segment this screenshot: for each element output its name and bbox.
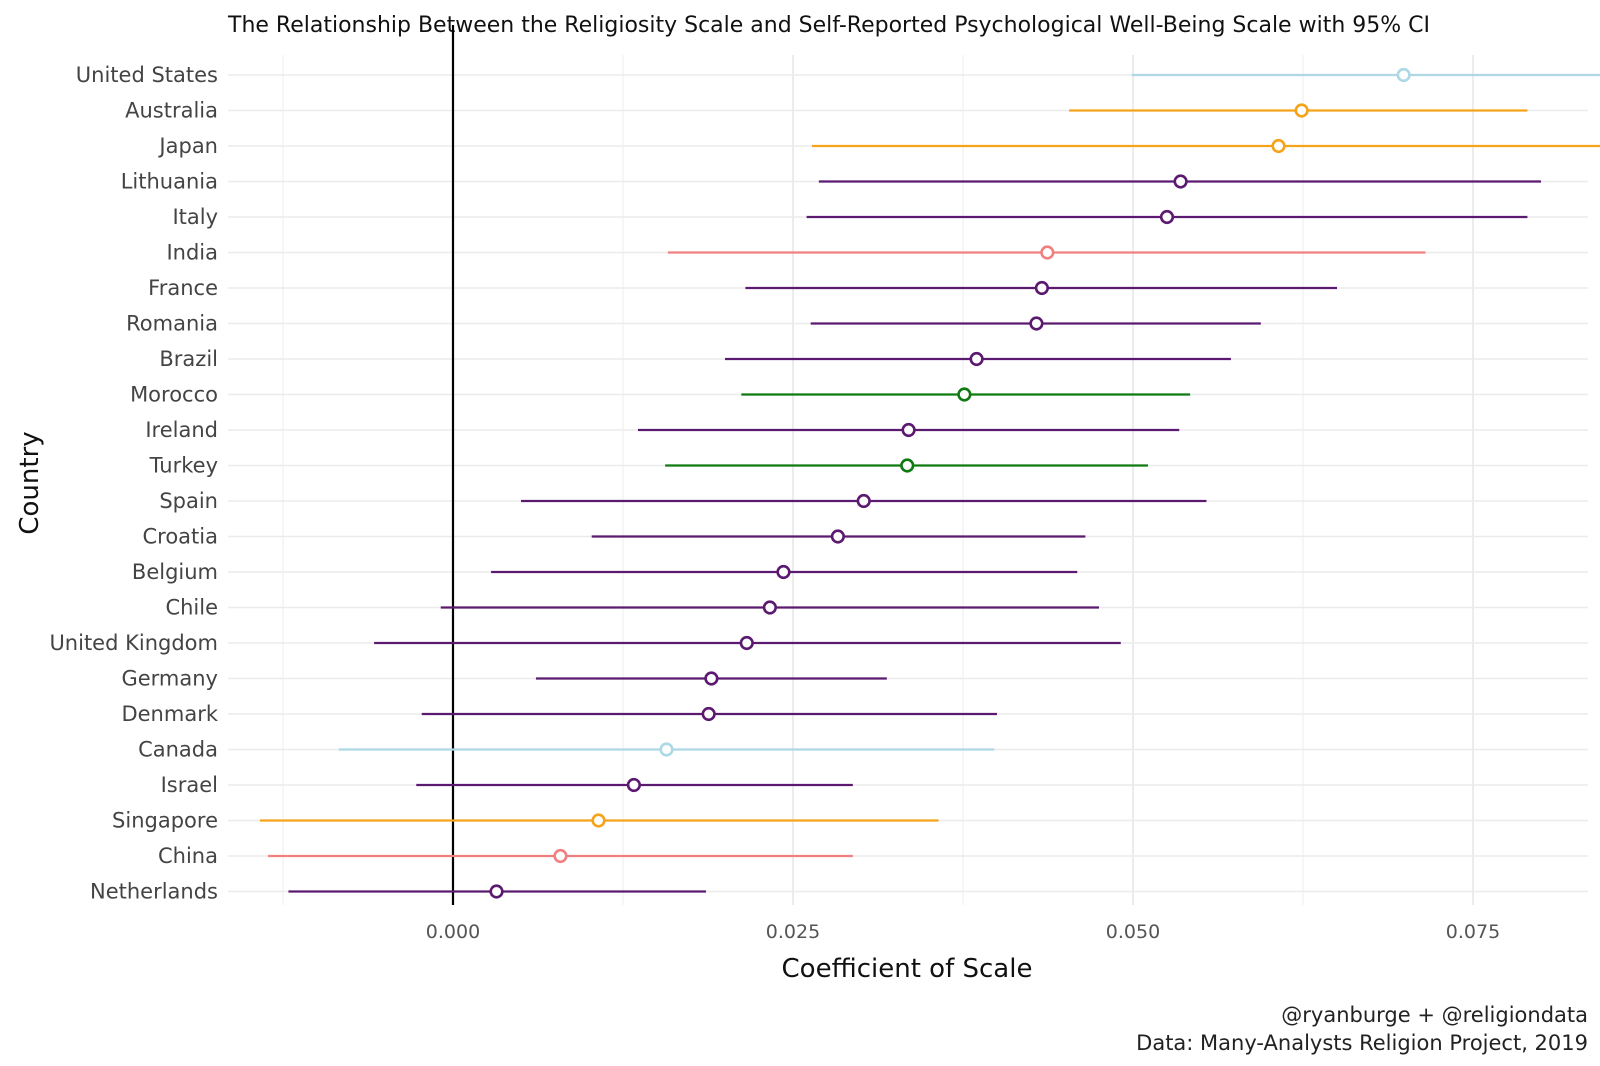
minor-gridlines bbox=[282, 55, 1304, 905]
country-label: United Kingdom bbox=[49, 631, 218, 655]
estimate-point bbox=[626, 777, 641, 793]
estimate-point bbox=[762, 600, 777, 615]
country-label: India bbox=[166, 241, 218, 265]
estimate-point bbox=[901, 422, 916, 438]
caption-credit: @ryanburge + @religiondata bbox=[1281, 1003, 1588, 1027]
estimate-point bbox=[591, 813, 606, 828]
country-label: Belgium bbox=[132, 560, 218, 584]
estimate-point bbox=[553, 848, 568, 864]
estimate-point bbox=[1029, 316, 1044, 331]
y-axis-title: Country bbox=[15, 431, 45, 534]
country-label: Morocco bbox=[130, 383, 218, 407]
x-tick-label: 0.000 bbox=[426, 921, 480, 943]
estimate-point bbox=[776, 564, 791, 580]
country-label: Romania bbox=[126, 312, 218, 336]
confidence-intervals bbox=[259, 73, 1600, 893]
x-tick-label: 0.075 bbox=[1446, 921, 1500, 943]
estimate-point bbox=[489, 884, 504, 899]
y-gridlines bbox=[228, 74, 1588, 893]
country-label: United States bbox=[76, 63, 218, 87]
estimate-point bbox=[1173, 174, 1188, 189]
estimate-point bbox=[1159, 209, 1175, 225]
estimate-point bbox=[856, 493, 871, 509]
country-label: Canada bbox=[138, 738, 218, 762]
country-labels: United States Australia Japan Lithuania Ital… bbox=[49, 63, 218, 904]
country-label: France bbox=[148, 276, 218, 300]
country-label: Denmark bbox=[121, 702, 218, 726]
estimate-point bbox=[830, 529, 845, 544]
country-label: Italy bbox=[172, 205, 218, 229]
country-label: Turkey bbox=[149, 454, 218, 478]
country-label: Chile bbox=[165, 596, 218, 620]
x-axis-title: Coefficient of Scale bbox=[782, 954, 1033, 984]
country-label: Germany bbox=[121, 667, 218, 691]
estimate-point bbox=[900, 458, 915, 473]
estimate-point bbox=[969, 351, 984, 367]
estimate-point bbox=[701, 706, 716, 722]
caption-source: Data: Many-Analysts Religion Project, 20… bbox=[1136, 1031, 1588, 1055]
country-label: Israel bbox=[161, 773, 218, 797]
x-tick-labels: 0.000 0.025 0.050 0.075 bbox=[426, 921, 1500, 943]
estimate-point bbox=[704, 671, 719, 686]
estimate-point bbox=[1271, 138, 1286, 154]
country-label: Singapore bbox=[112, 809, 218, 833]
estimate-point bbox=[739, 635, 754, 651]
estimate-point bbox=[957, 387, 972, 402]
country-label: Spain bbox=[159, 489, 218, 513]
estimate-point bbox=[1396, 67, 1411, 83]
x-tick-label: 0.050 bbox=[1106, 921, 1160, 943]
country-label: Australia bbox=[125, 99, 218, 123]
chart-title: The Relationship Between the Religiosity… bbox=[227, 13, 1430, 38]
estimate-points bbox=[489, 67, 1411, 899]
country-label: Ireland bbox=[145, 418, 218, 442]
country-label: China bbox=[158, 844, 218, 868]
x-tick-label: 0.025 bbox=[766, 921, 820, 943]
country-label: Croatia bbox=[143, 525, 219, 549]
estimate-point bbox=[659, 742, 674, 757]
estimate-point bbox=[1034, 280, 1049, 296]
estimate-point bbox=[1040, 245, 1055, 260]
country-label: Japan bbox=[157, 134, 218, 158]
estimate-point bbox=[1294, 103, 1309, 118]
country-label: Brazil bbox=[159, 347, 218, 371]
country-label: Lithuania bbox=[121, 170, 218, 194]
country-label: Netherlands bbox=[90, 880, 218, 904]
